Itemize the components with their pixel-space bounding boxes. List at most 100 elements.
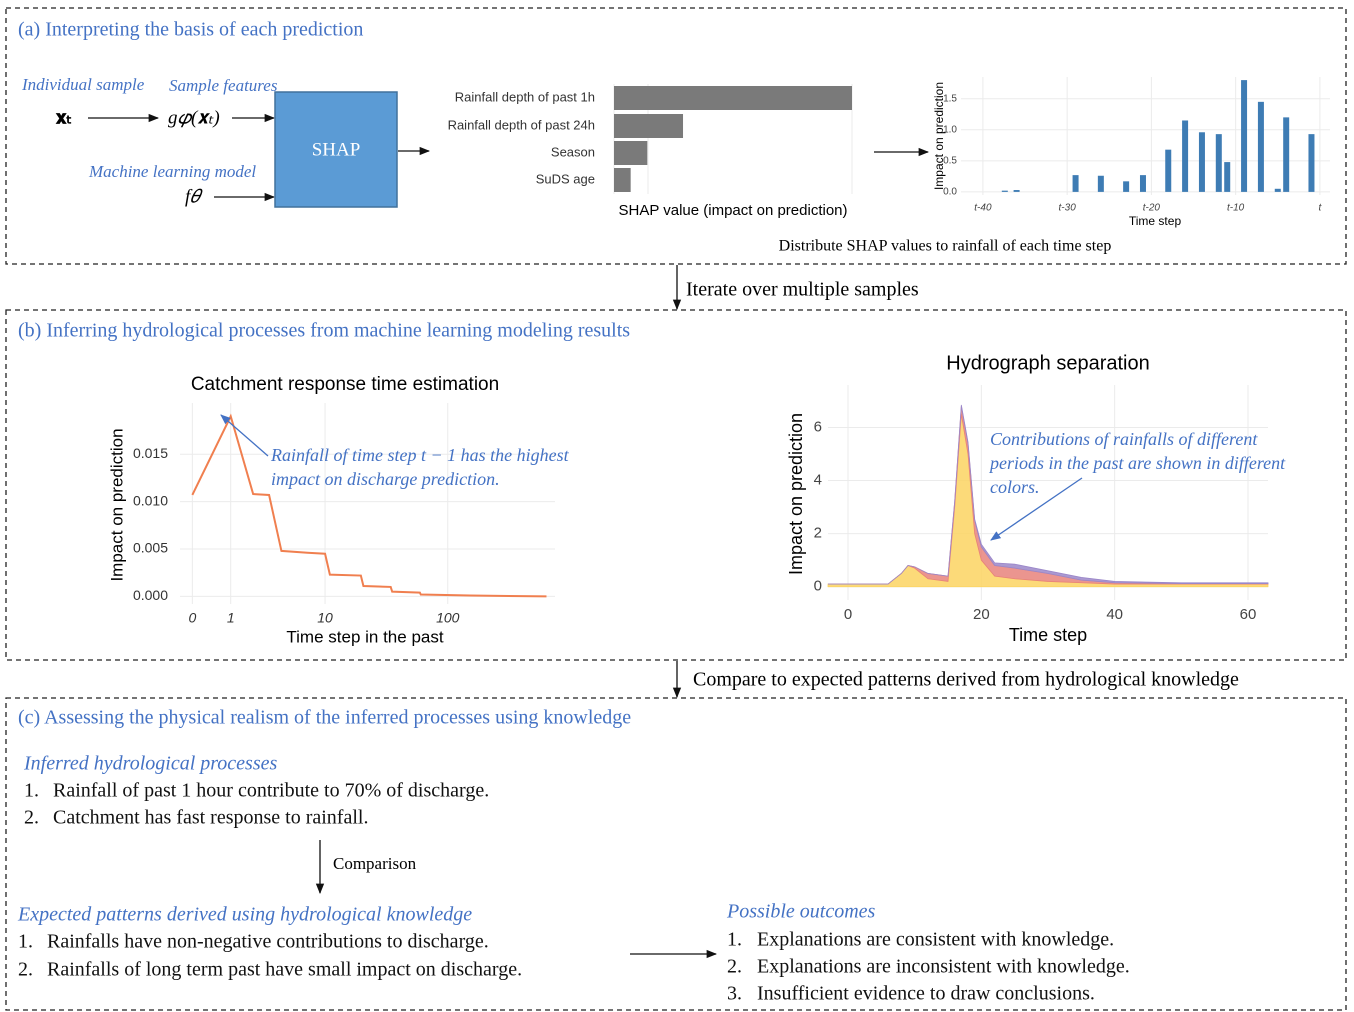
item-number: 2. xyxy=(18,959,33,981)
y-tick-label: 1.5 xyxy=(943,93,957,104)
y-axis-label: Impact on prediction xyxy=(786,413,806,575)
label: Sample features xyxy=(169,76,278,95)
math: 𝐱ₜ xyxy=(55,107,72,128)
category-label: Rainfall depth of past 24h xyxy=(448,117,595,132)
bar xyxy=(614,114,684,138)
y-tick-label: 0.015 xyxy=(133,445,168,461)
item: Catchment has fast response to rainfall. xyxy=(53,807,368,829)
label: Individual sample xyxy=(21,75,145,94)
annotation-arrow xyxy=(990,477,1083,541)
annotation: impact on discharge prediction. xyxy=(271,469,500,489)
x-tick-label: 0 xyxy=(844,606,852,623)
y-tick-label: 6 xyxy=(814,418,822,435)
math: g𝜑(𝐱ₜ) xyxy=(168,107,220,128)
category-label: Rainfall depth of past 1h xyxy=(455,89,595,104)
panel-a-box xyxy=(5,7,1347,265)
x-tick-label: t-10 xyxy=(1227,203,1245,214)
item: Explanations are inconsistent with knowl… xyxy=(757,956,1130,978)
x-axis-label: SHAP value (impact on prediction) xyxy=(619,202,848,219)
y-tick-label: 0.5 xyxy=(943,155,957,166)
annotation: periods in the past are shown in differe… xyxy=(988,453,1286,473)
bar xyxy=(1224,162,1231,192)
annotation-arrow xyxy=(220,414,269,457)
x-tick-label: 40 xyxy=(1106,606,1123,623)
bar xyxy=(1215,134,1222,192)
bar xyxy=(1308,134,1315,192)
annotation: colors. xyxy=(990,477,1040,497)
heading: Expected patterns derived using hydrolog… xyxy=(17,904,472,926)
x-tick-label: 1 xyxy=(227,610,235,626)
category-label: SuDS age xyxy=(536,171,595,186)
y-tick-label: 2 xyxy=(814,525,822,542)
x-tick-label: t-40 xyxy=(974,203,992,214)
y-tick-label: 0.010 xyxy=(133,492,168,508)
item-number: 2. xyxy=(24,807,39,829)
heading: Inferred hydrological processes xyxy=(23,753,277,775)
y-tick-label: 1.0 xyxy=(943,124,957,135)
bar xyxy=(614,86,852,110)
item-number: 1. xyxy=(24,780,39,802)
x-tick-label: 20 xyxy=(973,606,990,623)
area xyxy=(828,404,1269,585)
item: Rainfalls have non-negative contribution… xyxy=(47,931,489,953)
bar xyxy=(1165,149,1172,192)
x-axis-label: Time step xyxy=(1009,625,1087,645)
y-axis-label: Impact on prediction xyxy=(107,428,126,581)
arrow-label: Iterate over multiple samples xyxy=(686,279,919,301)
y-tick-label: 0 xyxy=(814,578,822,595)
bar xyxy=(1283,117,1290,192)
shap-label: SHAP xyxy=(312,139,361,160)
bar xyxy=(1123,181,1130,192)
y-axis-label: Impact on prediction xyxy=(932,82,946,190)
y-tick-label: 4 xyxy=(814,472,822,489)
item: Insufficient evidence to draw conclusion… xyxy=(757,983,1095,1005)
annotation: Contributions of rainfalls of different xyxy=(990,429,1258,449)
x-tick-label: t-30 xyxy=(1059,203,1077,214)
item: Explanations are consistent with knowled… xyxy=(757,929,1114,951)
annotation: Rainfall of time step t − 1 has the high… xyxy=(270,445,570,465)
category-label: Season xyxy=(551,144,595,159)
item-number: 2. xyxy=(727,956,742,978)
x-axis-label: Time step in the past xyxy=(286,627,443,646)
bar xyxy=(614,168,631,192)
bar xyxy=(1274,188,1281,192)
bar xyxy=(614,141,648,165)
bar xyxy=(1198,132,1205,192)
arrow-label: Compare to expected patterns derived fro… xyxy=(693,669,1239,691)
shap-box xyxy=(274,91,398,208)
x-axis-label: Time step xyxy=(1129,214,1182,228)
item-number: 1. xyxy=(727,929,742,951)
x-tick-label: 0 xyxy=(188,610,196,626)
x-tick-label: t-20 xyxy=(1143,203,1161,214)
x-tick-label: 10 xyxy=(317,610,333,626)
y-tick-label: 0.005 xyxy=(133,540,168,556)
arrow-label: Comparison xyxy=(333,854,417,873)
caption: Distribute SHAP values to rainfall of ea… xyxy=(779,238,1112,255)
chart-title: Catchment response time estimation xyxy=(191,374,499,395)
y-tick-label: 0.0 xyxy=(943,187,957,198)
bar xyxy=(1097,175,1104,192)
math: f𝜃 xyxy=(185,186,203,207)
bar xyxy=(1013,190,1020,192)
x-tick-label: t xyxy=(1318,203,1322,214)
item-number: 3. xyxy=(727,983,742,1005)
bar xyxy=(1001,190,1008,192)
panel-title: (a) Interpreting the basis of each predi… xyxy=(18,19,363,41)
x-tick-label: 60 xyxy=(1240,606,1257,623)
line xyxy=(191,413,547,598)
item: Rainfall of past 1 hour contribute to 70… xyxy=(53,780,489,802)
item: Rainfalls of long term past have small i… xyxy=(47,959,522,981)
y-tick-label: 0.000 xyxy=(133,587,168,603)
bar xyxy=(1257,101,1264,192)
bar xyxy=(1072,175,1079,192)
bar xyxy=(1182,120,1189,192)
label: Machine learning model xyxy=(88,162,256,181)
heading: Possible outcomes xyxy=(726,901,876,923)
panel-title: (c) Assessing the physical realism of th… xyxy=(18,707,631,729)
panel-title: (b) Inferring hydrological processes fro… xyxy=(18,320,630,342)
bar xyxy=(1139,175,1146,192)
bar xyxy=(1241,80,1248,192)
x-tick-label: 100 xyxy=(436,610,460,626)
chart-title: Hydrograph separation xyxy=(946,352,1149,374)
